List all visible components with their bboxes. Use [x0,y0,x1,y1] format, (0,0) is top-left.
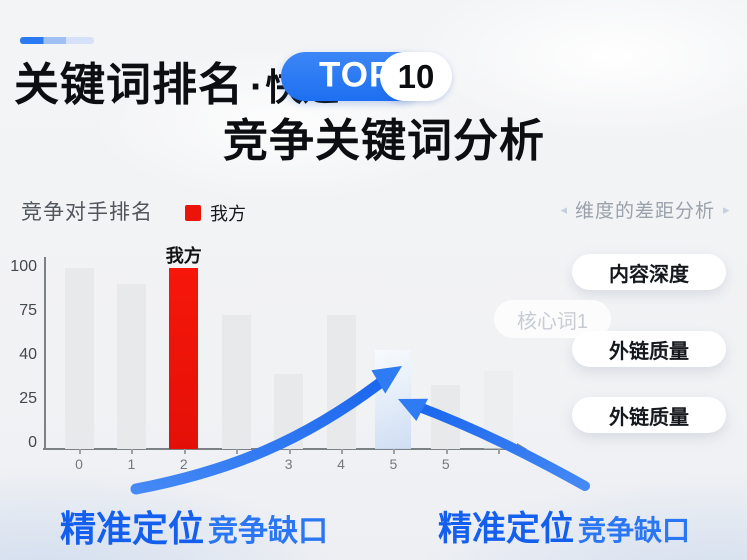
competitor-bar [326,314,356,449]
chevron-left-icon[interactable]: ◂ [560,201,567,217]
x-tick-label: 1 [127,456,136,472]
main-title-line2: 竞争关键词分析 [223,115,546,166]
x-tick-label: 2 [179,456,188,472]
y-tick-label: 40 [19,346,37,363]
x-tick [341,449,343,454]
y-tick-label: 100 [10,258,37,275]
our-bar-label: 我方 [165,246,202,266]
competitor-bar [221,314,251,449]
x-axis-arrowhead-icon [517,443,527,455]
y-axis-line [44,257,46,449]
gap-bar [375,349,412,449]
callout-left: 精准定位 竞争缺口 [60,500,328,552]
x-tick [498,449,501,454]
dimension-panel-title: 维度的差距分析 [574,201,715,222]
dimension-button-1[interactable]: 内容深度 [572,254,726,290]
competitor-bar [274,373,304,449]
callout-left-strong: 精准定位 [60,508,205,549]
title-dot: · [250,65,264,109]
competitor-bar [116,283,146,449]
x-tick-label: 4 [337,456,345,472]
keyword-chip: 核心词1 [494,300,611,338]
chart-legend: 我方 [185,200,246,226]
top10-badge: TOP 10 [281,52,453,101]
badge-number: 10 [397,57,435,95]
callout-right-rest: 竞争缺口 [578,515,691,546]
x-tick-label: 5 [441,456,450,472]
callout-right-strong: 精准定位 [438,510,574,548]
x-tick [79,449,81,454]
x-tick [288,449,291,454]
x-tick-label: 3 [284,456,293,472]
title-main-text: 关键词排名 [14,59,245,110]
x-tick [445,449,448,454]
chart-title: 竞争对手排名 [21,201,153,224]
callout-left-rest: 竞争缺口 [208,515,329,548]
competitor-bar [431,385,461,449]
title-accent-bar [20,37,94,44]
legend-color-swatch [185,205,201,221]
x-tick [183,449,186,454]
x-tick-label: 0 [75,456,83,472]
y-tick-label: 75 [19,302,37,319]
x-tick [131,449,134,454]
dimension-button-3[interactable]: 外链质量 [572,397,726,433]
x-tick [393,449,396,454]
competitor-bar [64,268,94,449]
x-tick-label: 5 [389,456,398,472]
bar-chart: 0 25 40 75 100 0 1 2 我方 3 4 5 5 [0,235,560,475]
y-tick-label: 0 [28,434,37,451]
dimension-panel-header: ◂ 维度的差距分析 ▸ [545,196,745,223]
main-title-line1: 关键词排名 · 快速 [14,48,339,113]
callout-right: 精准定位 竞争缺口 [438,501,690,550]
chevron-right-icon[interactable]: ▸ [723,201,730,217]
our-bar [169,268,199,449]
legend-label: 我方 [210,204,246,224]
competitor-bar [483,370,513,449]
y-tick-label: 25 [19,390,37,407]
x-tick [236,449,239,454]
badge-number-circle: 10 [380,52,452,101]
